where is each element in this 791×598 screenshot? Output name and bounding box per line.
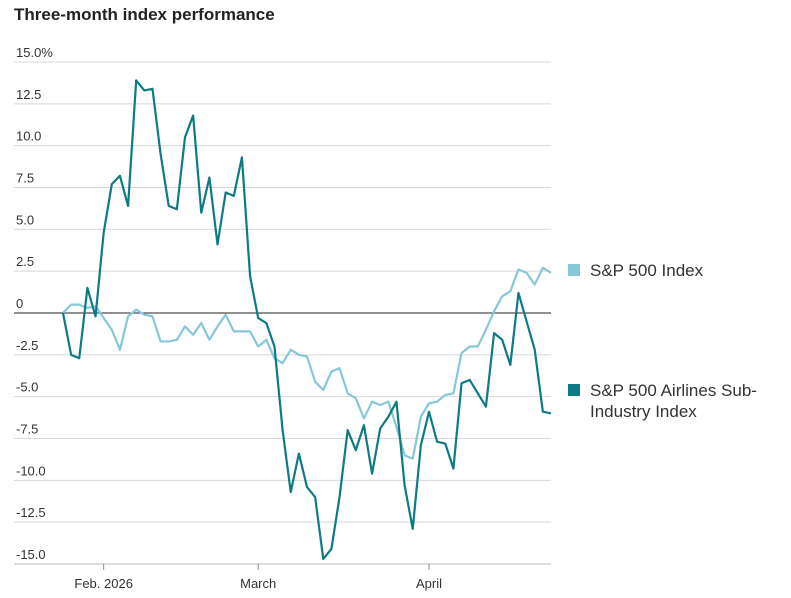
- y-tick-label: 15.0%: [16, 45, 53, 60]
- y-tick-label: -15.0: [16, 547, 46, 562]
- y-tick-label: 2.5: [16, 254, 34, 269]
- legend-item: S&P 500 Index: [568, 260, 788, 281]
- y-tick-label: 7.5: [16, 171, 34, 186]
- x-tick-label: April: [416, 576, 442, 591]
- y-tick-label: 12.5: [16, 87, 41, 102]
- x-tick-label: March: [240, 576, 276, 591]
- legend-label: S&P 500 Airlines Sub-Industry Index: [590, 381, 757, 421]
- y-tick-label: -5.0: [16, 380, 38, 395]
- y-tick-label: -2.5: [16, 338, 38, 353]
- legend-label: S&P 500 Index: [590, 261, 704, 280]
- y-tick-label: -10.0: [16, 463, 46, 478]
- chart-title: Three-month index performance: [14, 5, 275, 24]
- y-tick-label: -7.5: [16, 422, 38, 437]
- y-tick-label: 5.0: [16, 212, 34, 227]
- x-tick-label: Feb. 2026: [74, 576, 133, 591]
- y-tick-label: -12.5: [16, 505, 46, 520]
- legend-swatch: [568, 384, 580, 396]
- series-line: [61, 79, 552, 561]
- series-line: [62, 266, 552, 460]
- legend-swatch: [568, 264, 580, 276]
- y-tick-label: 10.0: [16, 129, 41, 144]
- legend-item: S&P 500 Airlines Sub-Industry Index: [568, 380, 778, 422]
- y-tick-label: 0: [16, 296, 23, 311]
